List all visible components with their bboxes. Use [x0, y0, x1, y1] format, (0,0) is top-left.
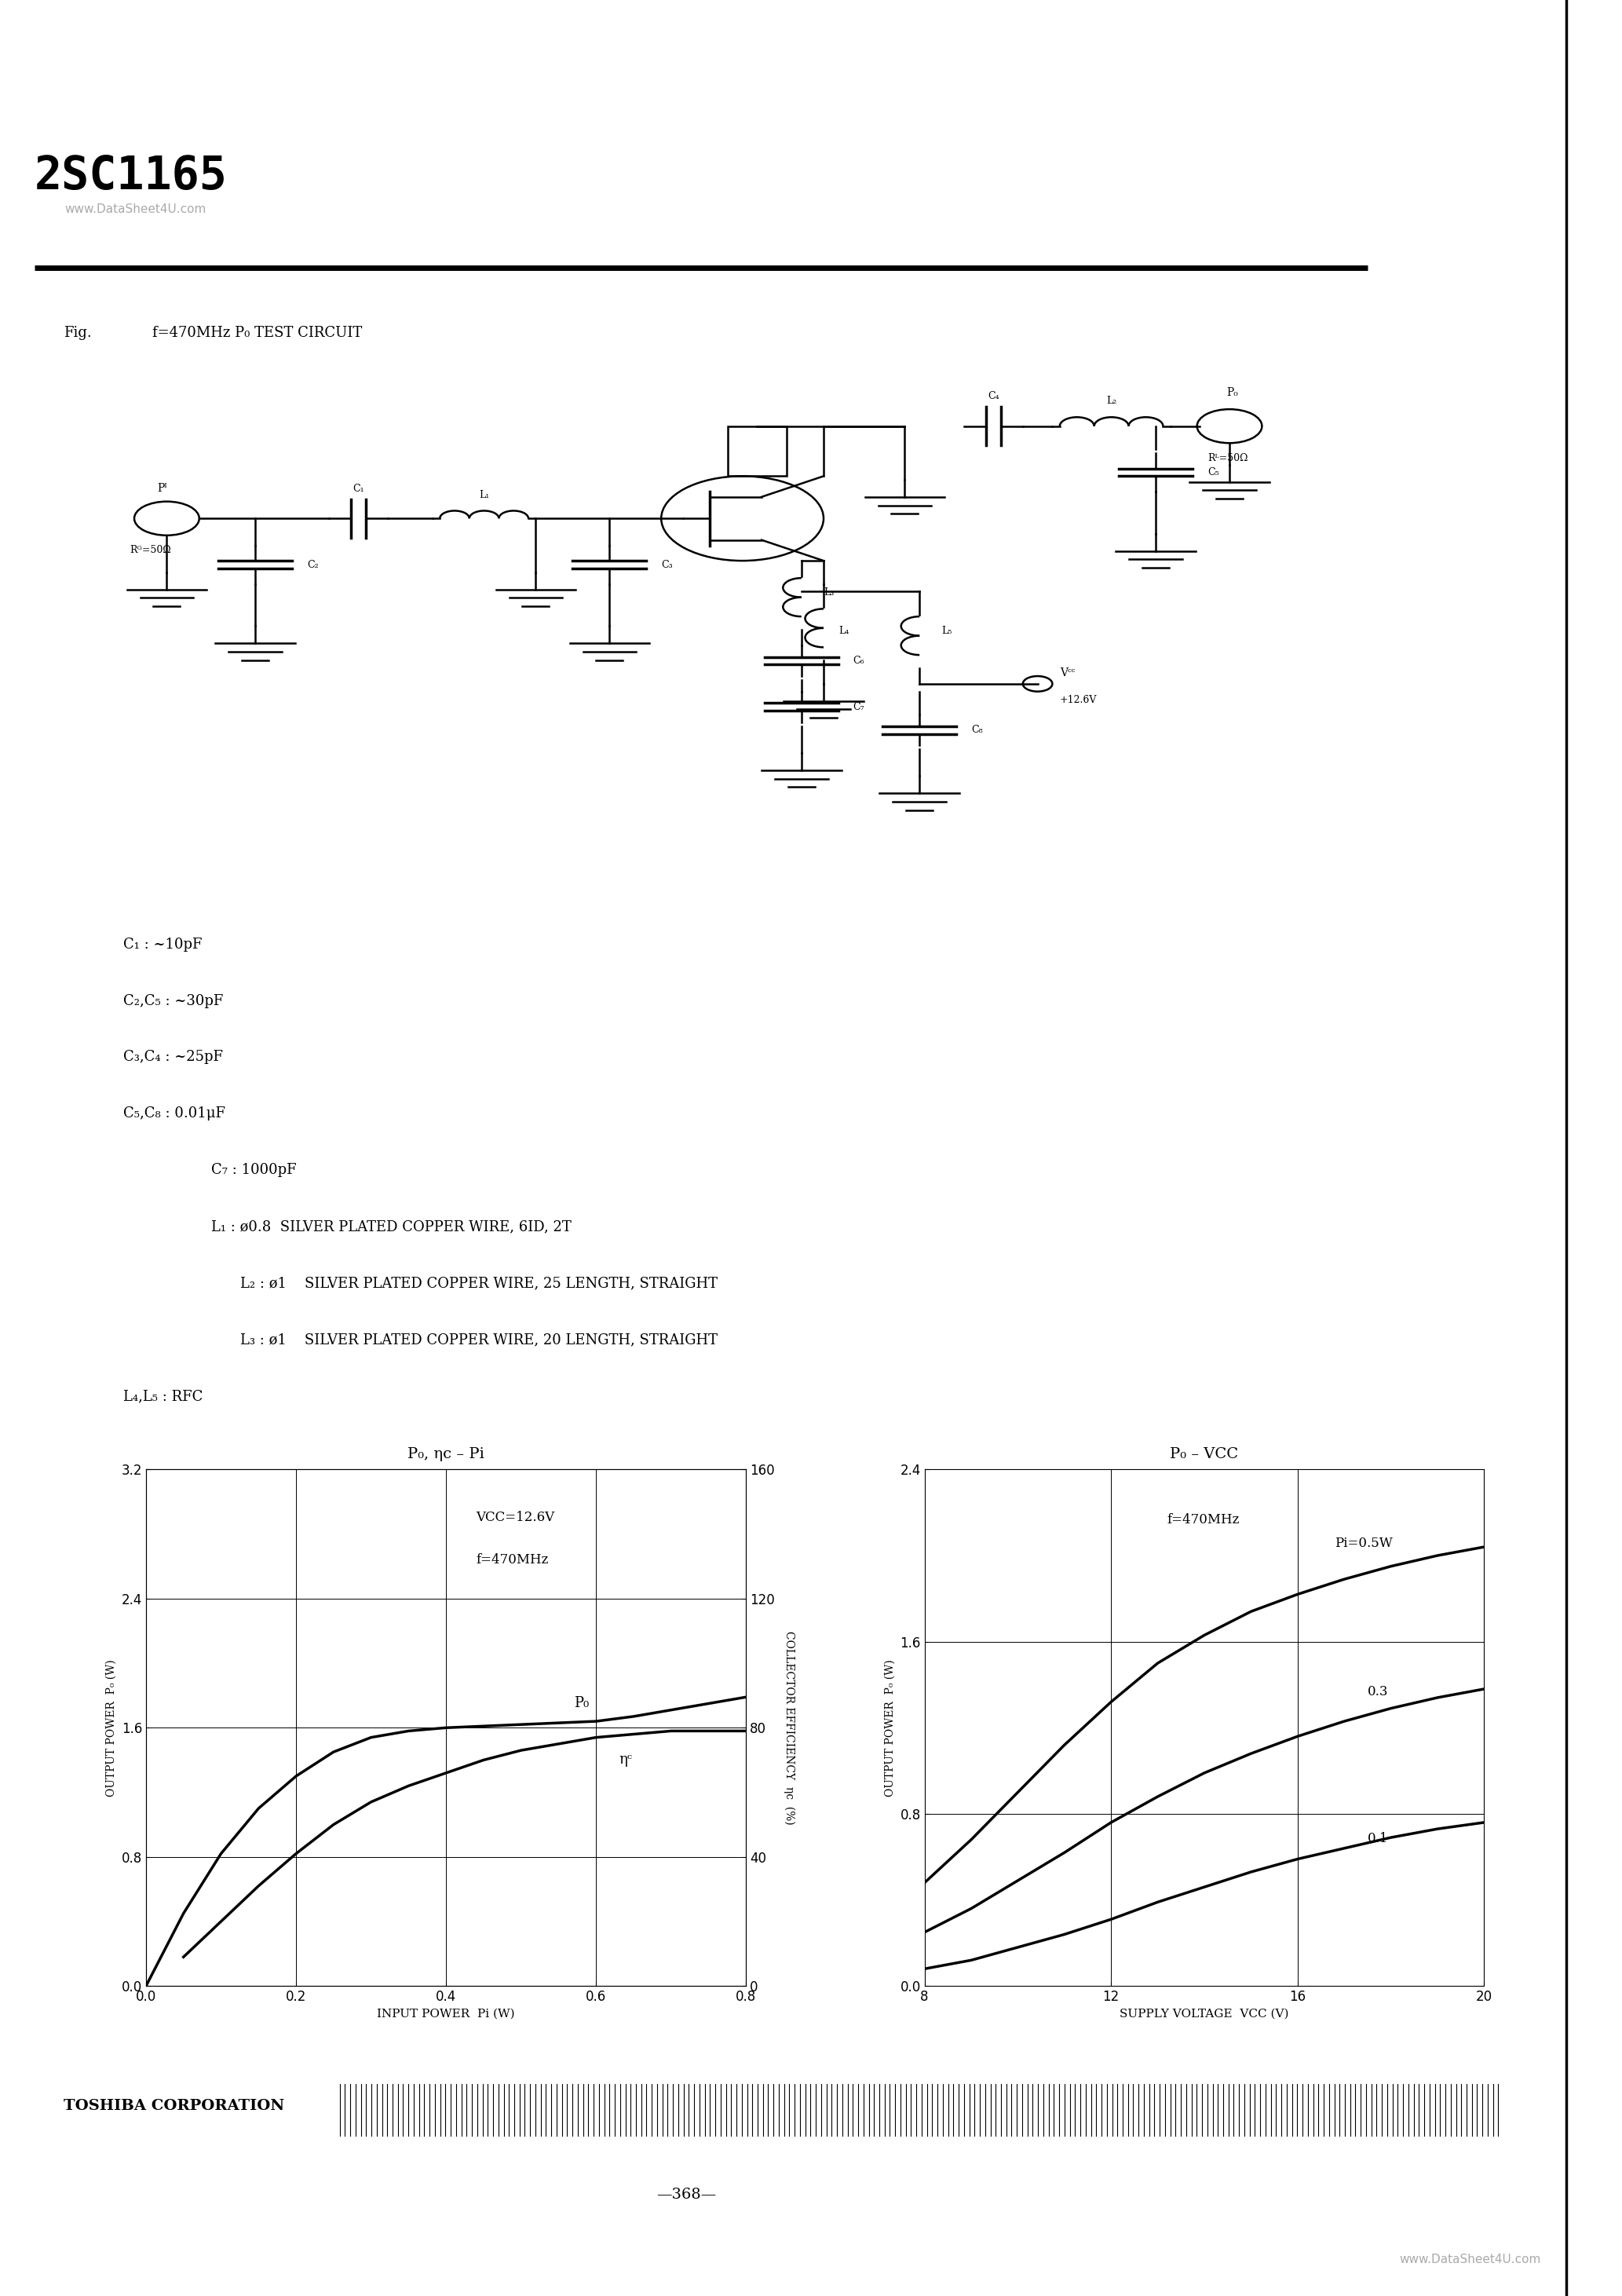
Text: 0.3: 0.3	[1367, 1685, 1388, 1699]
Y-axis label: OUTPUT POWER  P₀ (W): OUTPUT POWER P₀ (W)	[105, 1660, 117, 1795]
Title: P₀ – VCC: P₀ – VCC	[1169, 1446, 1239, 1463]
Text: C₂: C₂	[307, 560, 318, 569]
Text: —368—: —368—	[657, 2188, 717, 2202]
Text: www.DataSheet4U.com: www.DataSheet4U.com	[1400, 2252, 1541, 2266]
Text: 0.1: 0.1	[1367, 1832, 1388, 1846]
Text: Rᴳ=50Ω: Rᴳ=50Ω	[130, 544, 172, 556]
Text: L₃: L₃	[824, 588, 834, 597]
Text: L₃ : ø1    SILVER PLATED COPPER WIRE, 20 LENGTH, STRAIGHT: L₃ : ø1 SILVER PLATED COPPER WIRE, 20 LE…	[240, 1332, 717, 1348]
Text: L₂: L₂	[1106, 395, 1116, 406]
Text: Fig.: Fig.	[63, 326, 91, 340]
Text: C₈: C₈	[972, 726, 983, 735]
Text: Vᶜᶜ: Vᶜᶜ	[1059, 668, 1075, 680]
Text: L₁: L₁	[478, 489, 490, 501]
Text: C₆: C₆	[853, 657, 865, 666]
X-axis label: SUPPLY VOLTAGE  VCC (V): SUPPLY VOLTAGE VCC (V)	[1119, 2009, 1289, 2020]
Text: C₅: C₅	[1207, 466, 1218, 478]
Text: f=470MHz: f=470MHz	[475, 1552, 548, 1566]
Text: L₄,L₅ : RFC: L₄,L₅ : RFC	[123, 1389, 203, 1403]
Y-axis label: COLLECTOR EFFICIENCY  ηc  (%): COLLECTOR EFFICIENCY ηc (%)	[783, 1630, 795, 1825]
Text: VCC=12.6V: VCC=12.6V	[475, 1511, 555, 1525]
Text: f=470MHz: f=470MHz	[1166, 1513, 1239, 1527]
Bar	[728, 427, 787, 475]
Text: www.DataSheet4U.com: www.DataSheet4U.com	[65, 202, 206, 216]
Text: L₄: L₄	[839, 627, 848, 636]
Text: +12.6V: +12.6V	[1059, 696, 1096, 705]
Text: f=470MHz P₀ TEST CIRCUIT: f=470MHz P₀ TEST CIRCUIT	[152, 326, 362, 340]
Text: C₁: C₁	[354, 484, 365, 494]
Text: L₂ : ø1    SILVER PLATED COPPER WIRE, 25 LENGTH, STRAIGHT: L₂ : ø1 SILVER PLATED COPPER WIRE, 25 LE…	[240, 1277, 717, 1290]
Text: C₂,C₅ : ~30pF: C₂,C₅ : ~30pF	[123, 994, 224, 1008]
Text: P₀: P₀	[574, 1697, 589, 1711]
Text: C₇ : 1000pF: C₇ : 1000pF	[211, 1164, 297, 1178]
Text: Pi=0.5W: Pi=0.5W	[1335, 1536, 1393, 1550]
Text: 2SC1165: 2SC1165	[34, 154, 227, 200]
Text: Pᴵ: Pᴵ	[157, 482, 167, 494]
Text: Rᴸ=50Ω: Rᴸ=50Ω	[1207, 452, 1247, 464]
Text: P₀: P₀	[1226, 386, 1238, 397]
Text: L₅: L₅	[942, 627, 952, 636]
Text: C₅,C₈ : 0.01μF: C₅,C₈ : 0.01μF	[123, 1107, 225, 1120]
Title: P₀, ηc – Pi: P₀, ηc – Pi	[407, 1446, 485, 1463]
Text: C₁ : ~10pF: C₁ : ~10pF	[123, 937, 203, 951]
Text: TOSHIBA CORPORATION: TOSHIBA CORPORATION	[63, 2099, 284, 2112]
Text: C₃,C₄ : ~25pF: C₃,C₄ : ~25pF	[123, 1049, 222, 1065]
Text: C₄: C₄	[988, 390, 999, 402]
Text: ηᶜ: ηᶜ	[618, 1752, 633, 1766]
Text: C₃: C₃	[662, 560, 673, 569]
X-axis label: INPUT POWER  Pi (W): INPUT POWER Pi (W)	[376, 2009, 516, 2020]
Y-axis label: OUTPUT POWER  P₀ (W): OUTPUT POWER P₀ (W)	[884, 1660, 895, 1795]
Text: L₁ : ø0.8  SILVER PLATED COPPER WIRE, 6ID, 2T: L₁ : ø0.8 SILVER PLATED COPPER WIRE, 6ID…	[211, 1219, 571, 1233]
Text: C₇: C₇	[853, 703, 865, 712]
